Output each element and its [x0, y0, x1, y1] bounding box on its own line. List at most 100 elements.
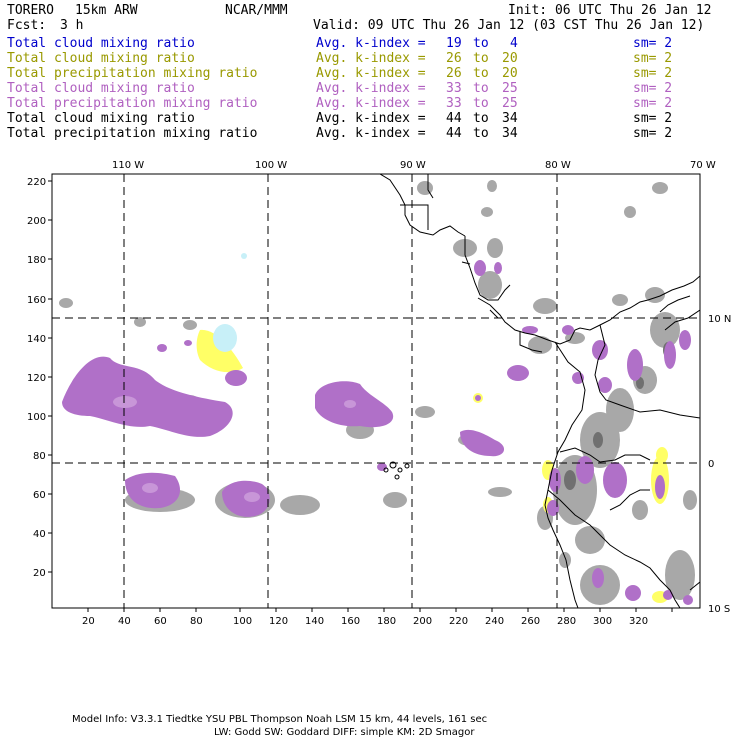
legend-to: 25	[502, 96, 518, 111]
legend-kindex: Avg. k-index =	[316, 51, 426, 66]
map-frame	[51, 173, 701, 609]
legend-from: 44	[446, 126, 462, 141]
model-name: TORERO	[7, 3, 54, 18]
legend-sm: sm= 2	[633, 66, 672, 81]
init-time: Init: 06 UTC Thu 26 Jan 12	[508, 3, 712, 18]
x-tick-label: 240	[485, 616, 504, 627]
light-purple-cores	[113, 396, 356, 502]
y-tick-label: 140	[27, 334, 46, 345]
physics-info-line: LW: Godd SW: Goddard DIFF: simple KM: 2D…	[214, 727, 475, 738]
model-info-line: Model Info: V3.3.1 Tiedtke YSU PBL Thomp…	[72, 714, 487, 725]
y-tick-label: 80	[33, 451, 46, 462]
lat-label-10s: 10 S	[708, 604, 730, 615]
legend-from: 44	[446, 111, 462, 126]
y-tick-label: 120	[27, 373, 46, 384]
legend-field: Total cloud mixing ratio	[7, 111, 195, 126]
x-tick-label: 280	[557, 616, 576, 627]
x-tick-label: 220	[449, 616, 468, 627]
x-tick-label: 260	[521, 616, 540, 627]
x-tick-label: 100	[233, 616, 252, 627]
legend-to-word: to	[473, 96, 489, 111]
legend-kindex: Avg. k-index =	[316, 81, 426, 96]
legend-sm: sm= 2	[633, 36, 672, 51]
organization: NCAR/MMM	[225, 3, 288, 18]
x-tick-label: 40	[118, 616, 131, 627]
legend-from: 26	[446, 66, 462, 81]
legend-to-word: to	[473, 111, 489, 126]
legend-sm: sm= 2	[633, 111, 672, 126]
x-tick-label: 140	[305, 616, 324, 627]
legend-kindex: Avg. k-index =	[316, 126, 426, 141]
x-tick-label: 120	[269, 616, 288, 627]
legend-to: 34	[502, 126, 518, 141]
legend-row: Total cloud mixing ratio Avg. k-index = …	[7, 36, 672, 51]
legend-row: Total cloud mixing ratio Avg. k-index = …	[7, 81, 672, 96]
legend-to-word: to	[473, 126, 489, 141]
lat-label-10n: 10 N	[708, 314, 731, 325]
legend-field: Total cloud mixing ratio	[7, 36, 195, 51]
x-tick-label: 20	[82, 616, 95, 627]
legend-to: 34	[502, 111, 518, 126]
legend-field: Total cloud mixing ratio	[7, 81, 195, 96]
map-field	[59, 174, 700, 608]
cyan-cloud-field	[213, 253, 247, 352]
lat-lon-grid	[52, 174, 700, 608]
lon-label-100w: 100 W	[255, 160, 287, 171]
legend-row: Total cloud mixing ratio Avg. k-index = …	[7, 51, 672, 66]
legend-row: Total precipitation mixing ratio Avg. k-…	[7, 96, 672, 111]
x-tick-label: 180	[377, 616, 396, 627]
y-tick-label: 220	[27, 177, 46, 188]
lon-label-110w: 110 W	[112, 160, 144, 171]
x-tick-label: 60	[154, 616, 167, 627]
model-resolution: 15km ARW	[75, 3, 138, 18]
legend-from: 33	[446, 96, 462, 111]
y-tick-label: 160	[27, 295, 46, 306]
coastlines	[379, 174, 700, 608]
legend-field: Total precipitation mixing ratio	[7, 96, 257, 111]
y-tick-label: 100	[27, 412, 46, 423]
legend-field: Total precipitation mixing ratio	[7, 66, 257, 81]
legend-to-word: to	[473, 81, 489, 96]
legend-field: Total precipitation mixing ratio	[7, 126, 257, 141]
legend-from: 26	[446, 51, 462, 66]
legend-sm: sm= 2	[633, 81, 672, 96]
legend-to-word: to	[473, 66, 489, 81]
legend-to-word: to	[473, 51, 489, 66]
forecast-hours: 3 h	[60, 18, 83, 33]
legend-kindex: Avg. k-index =	[316, 66, 426, 81]
legend-from: 19	[446, 36, 462, 51]
x-tick-label: 300	[593, 616, 612, 627]
legend-to-word: to	[473, 36, 489, 51]
y-tick-label: 60	[33, 490, 46, 501]
y-tick-label: 180	[27, 255, 46, 266]
legend-sm: sm= 2	[633, 126, 672, 141]
legend-kindex: Avg. k-index =	[316, 96, 426, 111]
lon-label-70w: 70 W	[690, 160, 716, 171]
x-axis: 20 40 60 80 100 120 140 160 180 200 220 …	[82, 608, 673, 627]
lon-label-90w: 90 W	[400, 160, 426, 171]
legend-row: Total precipitation mixing ratio Avg. k-…	[7, 66, 672, 81]
lat-label-equator: 0	[708, 459, 714, 470]
y-axis: 220 200 180 160 140 120 100 80 60 40 20	[27, 177, 52, 579]
legend-row: Total precipitation mixing ratio Avg. k-…	[7, 126, 672, 141]
legend-to: 20	[502, 51, 518, 66]
legend-to: 25	[502, 81, 518, 96]
legend-to: 4	[510, 36, 518, 51]
legend-to: 20	[502, 66, 518, 81]
purple-cloud-field	[62, 260, 693, 605]
valid-time: Valid: 09 UTC Thu 26 Jan 12 (03 CST Thu …	[313, 18, 704, 33]
legend-row: Total cloud mixing ratio Avg. k-index = …	[7, 111, 672, 126]
x-tick-label: 160	[341, 616, 360, 627]
y-tick-label: 40	[33, 529, 46, 540]
x-tick-label: 80	[190, 616, 203, 627]
legend-sm: sm= 2	[633, 51, 672, 66]
galapagos-islands	[383, 461, 410, 480]
legend-kindex: Avg. k-index =	[316, 111, 426, 126]
legend-kindex: Avg. k-index =	[316, 36, 426, 51]
legend-from: 33	[446, 81, 462, 96]
y-tick-label: 20	[33, 568, 46, 579]
legend-sm: sm= 2	[633, 96, 672, 111]
forecast-label: Fcst:	[7, 18, 46, 33]
lon-label-80w: 80 W	[545, 160, 571, 171]
